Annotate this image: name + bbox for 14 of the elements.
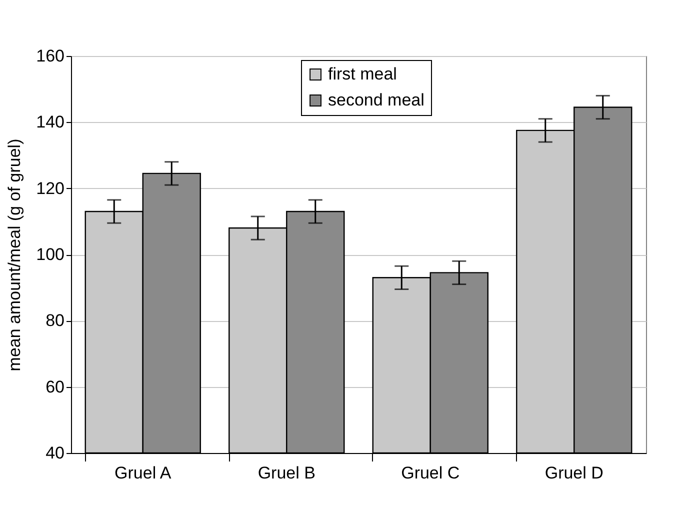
y-axis-title: mean amount/meal (g of gruel) <box>5 138 24 372</box>
y-tick-label: 160 <box>36 46 64 66</box>
y-tick-label: 80 <box>46 311 64 330</box>
x-tick-label: Gruel D <box>544 464 604 482</box>
x-tick-label: Gruel C <box>401 464 460 482</box>
y-tick-label: 60 <box>46 377 64 396</box>
x-tick-label: Gruel B <box>258 464 316 482</box>
x-tick-label: Gruel A <box>114 464 172 482</box>
legend-label: second meal <box>328 90 424 110</box>
y-tick-label: 140 <box>36 112 64 132</box>
y-tick-label: 120 <box>36 178 64 198</box>
y-tick-label: 40 <box>46 444 64 462</box>
y-tick-label: 100 <box>36 245 64 264</box>
legend-label: first meal <box>328 64 397 84</box>
